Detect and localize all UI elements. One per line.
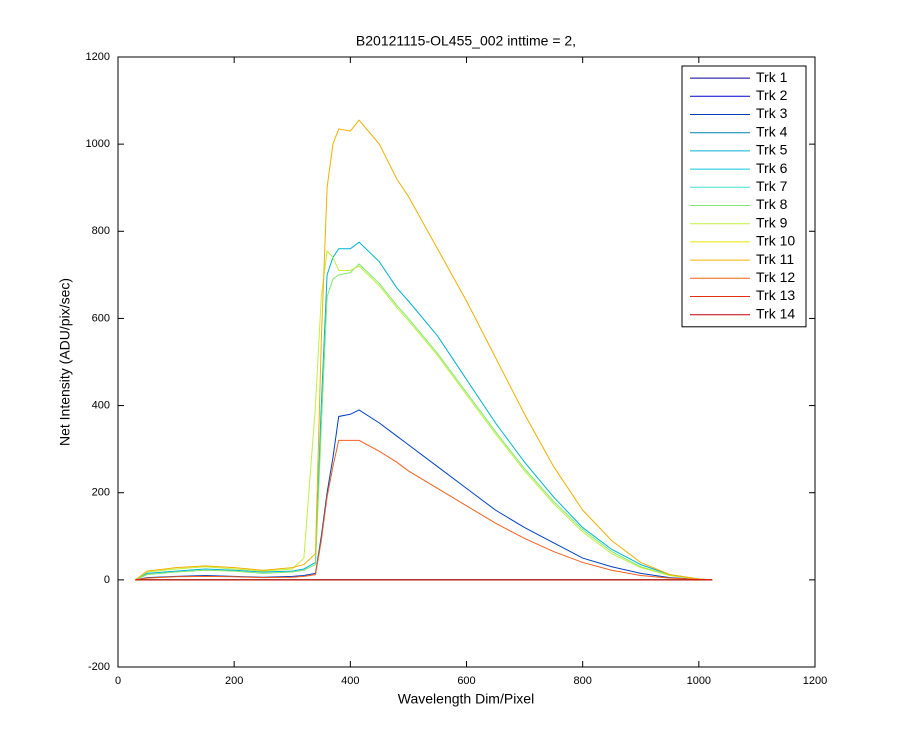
series-line (135, 249, 713, 581)
series-line (135, 263, 713, 581)
y-tick-label: 1200 (86, 51, 110, 63)
x-tick-label: 800 (573, 675, 591, 687)
plot-frame (117, 56, 816, 668)
legend-label: Trk 13 (756, 287, 795, 303)
legend-label: Trk 11 (756, 251, 794, 267)
legend-label: Trk 12 (756, 269, 795, 285)
legend-label: Trk 1 (756, 69, 788, 85)
series-line (135, 241, 713, 581)
x-tick-label: 1200 (803, 675, 827, 687)
y-tick-label: 0 (104, 574, 110, 586)
legend-label: Trk 3 (756, 105, 788, 121)
x-tick-label: 1000 (687, 675, 711, 687)
x-tick-label: 400 (341, 675, 359, 687)
legend-label: Trk 4 (756, 123, 788, 139)
legend-label: Trk 6 (756, 160, 788, 176)
legend-label: Trk 8 (756, 196, 788, 212)
legend-label: Trk 10 (756, 233, 795, 249)
y-tick-label: 600 (92, 312, 110, 324)
y-tick-label: 800 (92, 225, 110, 237)
legend-label: Trk 14 (756, 305, 795, 321)
legend-label: Trk 2 (756, 87, 788, 103)
x-tick-label: 600 (457, 675, 475, 687)
y-tick-label: 400 (92, 399, 110, 411)
series-line (135, 119, 713, 581)
y-tick-label: 1000 (86, 138, 110, 150)
legend-label: Trk 5 (756, 142, 788, 158)
series-line (135, 439, 713, 581)
legend-box (681, 65, 807, 328)
chart-title: B20121115-OL455_002 inttime = 2, (356, 33, 576, 49)
legend-label: Trk 7 (756, 178, 788, 194)
x-axis-label: Wavelength Dim/Pixel (398, 691, 534, 707)
y-axis-label: Net Intensity (ADU/pix/sec) (57, 278, 73, 446)
y-tick-label: -200 (88, 661, 110, 673)
x-tick-label: 0 (115, 675, 121, 687)
y-tick-label: 200 (92, 487, 110, 499)
x-tick-label: 200 (225, 675, 243, 687)
legend-label: Trk 9 (756, 214, 788, 230)
